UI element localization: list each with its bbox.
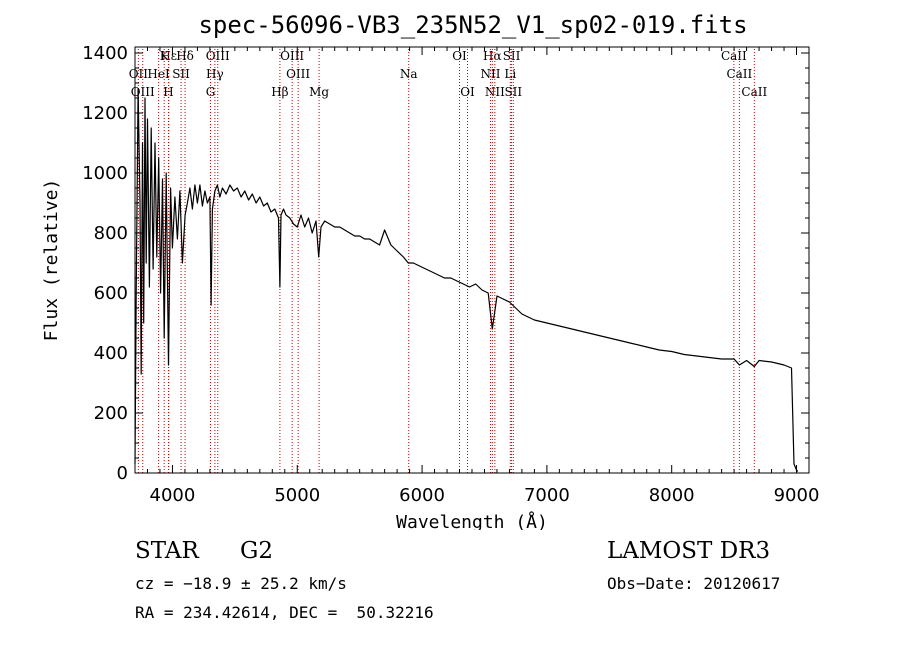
line-label-3934: K: [160, 49, 170, 63]
x-tick-label: 9000: [774, 485, 820, 506]
object-type: STAR: [135, 538, 199, 564]
line-label-3889: HeI: [147, 67, 170, 81]
y-tick-label: 600: [94, 283, 128, 304]
plot-frame: [134, 46, 810, 474]
spectrum-chart: spec-56096-VB3_235N52_V1_sp02-019.fits H…: [41, 11, 820, 530]
observation-date: Obs−Date: 20120617: [607, 574, 781, 593]
x-tick-label: 4000: [150, 485, 196, 506]
line-label-3762: OIII: [131, 85, 155, 99]
line-label-4101: Hδ: [176, 49, 194, 63]
y-tick-label: 200: [94, 403, 128, 424]
line-label-6583: NII: [485, 85, 505, 99]
line-label-6364: OI: [460, 85, 475, 99]
line-label-5007: OIII: [286, 67, 310, 81]
line-label-4340: Hγ: [206, 67, 224, 81]
y-tick-label: 800: [94, 223, 128, 244]
y-tick-label: 1400: [82, 43, 128, 64]
x-axis-ticks: 4000 5000 6000 7000 8000 9000: [134, 47, 820, 506]
y-tick-label: 0: [117, 463, 128, 484]
line-label-4861: Hβ: [271, 85, 288, 99]
line-label-8662: CaII: [741, 85, 767, 99]
line-label-6563: Hα: [483, 49, 502, 63]
coordinates: RA = 234.42614, DEC = 50.32216: [135, 603, 434, 622]
x-axis-label: Wavelength (Å): [396, 511, 548, 530]
line-label-3727: OII: [129, 67, 149, 81]
line-label-8542: CaII: [726, 67, 752, 81]
chart-title: spec-56096-VB3_235N52_V1_sp02-019.fits: [198, 11, 747, 39]
flux-series-line: [134, 88, 799, 472]
line-label-6707: Li: [504, 67, 516, 81]
line-label-6717: SII: [503, 49, 521, 63]
y-tick-label: 1000: [82, 163, 128, 184]
y-tick-label: 400: [94, 343, 128, 364]
survey-name: LAMOST DR3: [607, 538, 771, 564]
spectral-subclass: G2: [240, 538, 274, 564]
line-label-5175: Mg: [309, 85, 329, 99]
x-tick-label: 6000: [399, 485, 445, 506]
redshift-velocity: cz = −18.9 ± 25.2 km/s: [135, 574, 347, 593]
y-axis-label: Flux (relative): [41, 179, 62, 342]
y-axis-ticks: 0 200 400 600 800 1000 1200 1400: [82, 43, 809, 484]
line-label-6300: OI: [452, 49, 467, 63]
x-tick-label: 7000: [524, 485, 570, 506]
line-label-6731: SII: [504, 85, 522, 99]
line-label-4069: SII: [172, 67, 190, 81]
line-label-5893: Na: [400, 67, 418, 81]
line-label-4959: OIII: [280, 49, 304, 63]
x-tick-label: 8000: [649, 485, 695, 506]
line-label-3968: H: [163, 85, 173, 99]
line-label-6548: NII: [480, 67, 500, 81]
line-label-4363: OIII: [206, 49, 230, 63]
line-label-8498: CaII: [721, 49, 747, 63]
x-tick-label: 5000: [274, 485, 320, 506]
line-label-4305: G: [206, 85, 216, 99]
y-tick-label: 1200: [82, 103, 128, 124]
